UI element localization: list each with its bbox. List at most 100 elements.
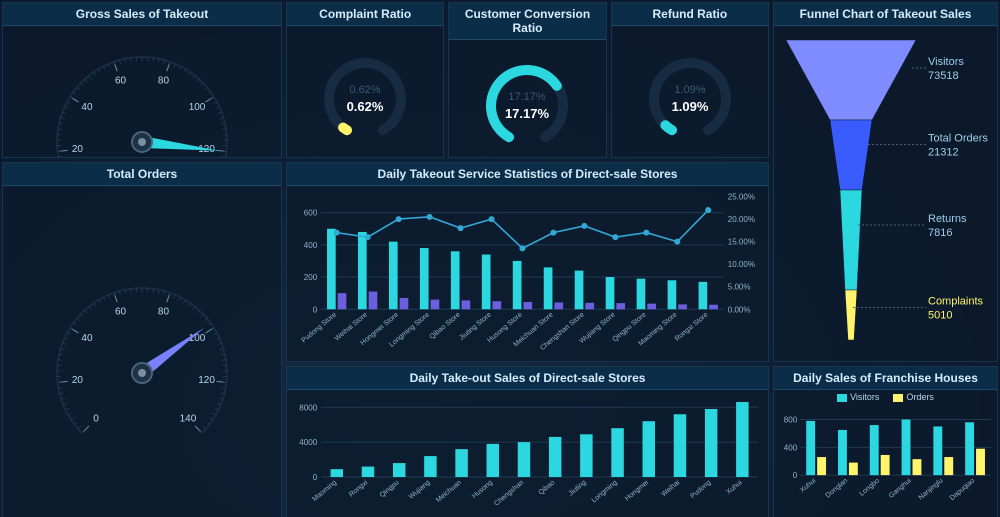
title-daily-sales: Daily Take-out Sales of Direct-sale Stor… [287,367,768,390]
gauge-refund-ratio: 1.09% 1.09% [630,37,750,147]
svg-text:4000: 4000 [299,438,317,447]
svg-text:60: 60 [115,306,127,317]
svg-text:0.62%: 0.62% [347,99,384,114]
svg-text:Hongmei: Hongmei [624,479,650,503]
gauge-gross: 020406080100120140 [12,27,272,157]
svg-text:20: 20 [72,375,84,386]
panel-refund-ratio: Refund Ratio 1.09% 1.09% [611,2,769,158]
panel-title-gross: Gross Sales of Takeout [3,3,281,26]
svg-text:Pudong: Pudong [689,479,712,500]
franchise-legend: Visitors Orders [774,390,997,402]
svg-text:0: 0 [93,414,99,425]
dashboard-root: Gross Sales of Takeout 0 20 40 60 80 100 120 14… [0,0,1000,517]
svg-text:Maoming: Maoming [311,479,338,503]
svg-text:1.09%: 1.09% [674,84,705,96]
svg-text:140: 140 [180,414,197,425]
svg-text:Weihai: Weihai [660,479,681,498]
daily-service-body: 02004006000.00%5.00%10.00%15.00%20.00%25… [287,186,768,362]
svg-text:80: 80 [158,75,170,86]
svg-text:Meichuan: Meichuan [435,479,463,504]
chart-daily-service: 02004006000.00%5.00%10.00%15.00%20.00%25… [287,186,768,362]
svg-text:Donglan: Donglan [825,477,850,499]
gauge-conversion-ratio: 17.17% 17.17% [467,44,587,154]
svg-text:73518: 73518 [928,70,959,82]
svg-text:0: 0 [313,473,318,482]
gauge-gross-body: 020406080100120140 [3,26,281,157]
svg-text:0.62%: 0.62% [350,84,381,96]
svg-text:0: 0 [793,471,798,480]
svg-text:60: 60 [115,75,127,86]
legend-orders: Orders [893,392,934,402]
svg-text:200: 200 [304,273,318,282]
svg-text:Wujiang: Wujiang [408,479,432,501]
legend-visitors: Visitors [837,392,879,402]
title-conversion-ratio: Customer Conversion Ratio [449,3,605,40]
title-refund-ratio: Refund Ratio [612,3,768,26]
svg-text:Chengshan: Chengshan [493,479,525,508]
svg-text:800: 800 [784,416,798,425]
svg-text:8000: 8000 [299,403,317,412]
svg-text:400: 400 [304,241,318,250]
svg-text:Returns: Returns [928,213,967,225]
panel-complaint-ratio: Complaint Ratio 0.62% 0.62% [286,2,444,158]
panel-daily-sales: Daily Take-out Sales of Direct-sale Stor… [286,366,769,517]
svg-text:Xuhui: Xuhui [725,479,744,496]
ratio-row: Complaint Ratio 0.62% 0.62% Customer Conv… [286,2,769,158]
svg-text:600: 600 [304,209,318,218]
svg-text:Total Orders: Total Orders [928,133,988,145]
svg-text:0.00%: 0.00% [728,305,751,314]
svg-text:40: 40 [81,102,93,113]
svg-text:Nanjinglu: Nanjinglu [918,477,945,501]
svg-text:Visitors: Visitors [928,56,964,68]
svg-text:Xuhui: Xuhui [799,477,818,494]
svg-text:120: 120 [198,375,215,386]
svg-text:Longbo: Longbo [858,477,881,498]
title-complaint-ratio: Complaint Ratio [287,3,443,26]
svg-text:Complaints: Complaints [928,296,984,308]
svg-text:17.17%: 17.17% [505,106,550,121]
svg-text:5010: 5010 [928,310,952,322]
svg-text:Rongxi Store: Rongxi Store [674,311,710,343]
svg-text:0: 0 [313,305,318,314]
funnel-chart: Visitors 73518 Total Orders 21312 Returns 781… [776,34,996,354]
svg-text:Qingpu: Qingpu [379,479,401,499]
franchise-body: 0 400 800 Xuhui Donglan Longbo GanghuiNanjingl… [774,402,997,517]
title-total-orders: Total Orders [3,163,281,186]
svg-text:7816: 7816 [928,227,952,239]
panel-daily-service: Daily Takeout Service Statistics of Dire… [286,162,769,362]
svg-text:Ganghui: Ganghui [888,477,913,500]
title-franchise: Daily Sales of Franchise Houses [774,367,997,390]
svg-text:40: 40 [81,333,93,344]
svg-text:Jiuting: Jiuting [568,479,588,497]
title-daily-service: Daily Takeout Service Statistics of Dire… [287,163,768,186]
svg-text:20.00%: 20.00% [728,215,755,224]
svg-text:Rongxi: Rongxi [348,479,370,499]
chart-franchise: 0 400 800 Xuhui Donglan Longbo GanghuiNanjingl… [774,402,997,517]
svg-text:Dapuqiao: Dapuqiao [949,477,977,502]
svg-text:Pudong Store: Pudong Store [301,311,339,344]
gauge-complaint-ratio: 0.62% 0.62% [305,37,425,147]
svg-text:1.09%: 1.09% [671,99,708,114]
svg-text:5.00%: 5.00% [728,283,751,292]
svg-text:20: 20 [72,143,84,154]
panel-funnel: Funnel Chart of Takeout Sales Visitors 73… [773,2,998,362]
panel-conversion-ratio: Customer Conversion Ratio 17.17% 17.17% [448,2,606,158]
svg-text:Husong: Husong [471,479,494,500]
chart-daily-sales: 0 4000 8000 Maoming Rongxi Qingpu WujiangMeich… [287,390,768,517]
svg-text:10.00%: 10.00% [728,260,755,269]
svg-text:100: 100 [189,102,206,113]
svg-text:21312: 21312 [928,147,959,159]
svg-text:80: 80 [158,306,170,317]
panel-gross-sales: Gross Sales of Takeout 02040608010012014… [2,2,282,158]
gauge-total: 020406080100120140 [12,243,272,463]
panel-total-orders: Total Orders 020406080100120140 [2,162,282,517]
svg-text:17.17%: 17.17% [509,91,547,103]
gauge-total-body: 020406080100120140 [3,186,281,517]
svg-text:400: 400 [784,443,798,452]
svg-text:Qibao Store: Qibao Store [429,311,462,341]
funnel-body: Visitors 73518 Total Orders 21312 Returns 781… [774,26,997,361]
svg-text:Qibao: Qibao [538,479,557,496]
svg-text:15.00%: 15.00% [728,238,755,247]
daily-sales-body: 0 4000 8000 Maoming Rongxi Qingpu WujiangMeich… [287,390,768,517]
title-funnel: Funnel Chart of Takeout Sales [774,3,997,26]
